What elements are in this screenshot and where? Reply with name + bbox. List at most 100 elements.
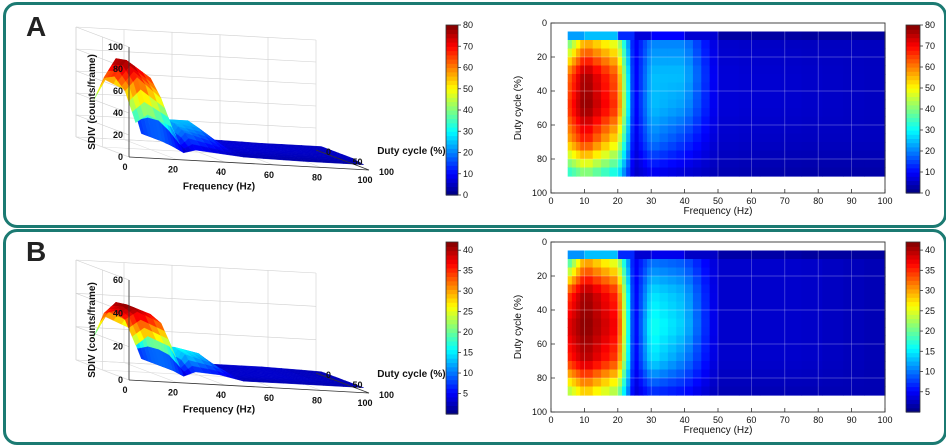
heatmap-cell <box>759 293 782 303</box>
heatmap-cell <box>592 344 602 354</box>
heatmap-plot: 0 10 20 30 40 50 60 70 80 90 100020406080100Freque… <box>513 237 935 436</box>
heatmap-cell <box>676 386 686 396</box>
colorbar-tick-label: 35 <box>925 265 935 275</box>
heatmap-cell <box>709 99 719 109</box>
heatmap-cell <box>709 74 719 84</box>
colorbar-segment <box>906 96 920 102</box>
heatmap-cell <box>651 31 686 40</box>
heatmap-cell <box>642 318 648 328</box>
heatmap-cell <box>701 108 711 118</box>
heatmap-cell <box>676 293 686 303</box>
heatmap-cell <box>647 267 652 277</box>
heatmap-cell <box>634 327 640 337</box>
x-tick-label: 0 <box>548 415 553 425</box>
heatmap-cell <box>718 361 740 371</box>
heatmap-cell <box>626 267 631 277</box>
colorbar-segment <box>446 366 458 372</box>
colorbar-segment <box>446 263 458 269</box>
surface-patch <box>131 108 140 124</box>
heatmap-cell <box>647 335 652 345</box>
x-tick-label: 0 <box>548 196 553 206</box>
heatmap-cell <box>738 310 761 320</box>
heatmap-cell <box>567 116 573 126</box>
heatmap-cell <box>667 301 677 311</box>
heatmap-cell <box>801 276 823 286</box>
heatmap-cell <box>651 267 661 277</box>
heatmap-cell <box>659 48 669 58</box>
heatmap-cell <box>576 40 581 50</box>
heatmap-cell <box>718 386 740 396</box>
heatmap-cell <box>692 142 702 152</box>
heatmap-cell <box>738 159 761 169</box>
heatmap-cell <box>601 108 611 118</box>
heatmap-cell <box>630 369 636 379</box>
heatmap-cell <box>676 116 686 126</box>
heatmap-cell <box>667 133 677 143</box>
heatmap-cell <box>576 276 581 286</box>
heatmap-cell <box>759 276 782 286</box>
heatmap-cell <box>759 116 782 126</box>
heatmap-cell <box>576 116 581 126</box>
heatmap-cell <box>864 74 886 84</box>
heatmap-cell <box>626 48 631 58</box>
heatmap-cell <box>651 99 661 109</box>
heatmap-cell <box>822 293 844 303</box>
heatmap-cell <box>759 65 782 75</box>
heatmap-cell <box>709 142 719 152</box>
heatmap-cell <box>676 159 686 169</box>
heatmap-cell <box>626 284 631 294</box>
colorbar-segment <box>446 144 458 149</box>
heatmap-cell <box>626 150 631 160</box>
heatmap-cell <box>843 40 865 50</box>
colorbar-segment <box>446 332 458 338</box>
heatmap-cell <box>601 378 611 388</box>
heatmap-cell <box>567 276 573 286</box>
colorbar-segment <box>906 125 920 131</box>
heatmap-cell <box>601 318 611 328</box>
heatmap-cell <box>580 65 585 75</box>
heatmap-cell <box>592 125 602 135</box>
heatmap-cell <box>567 327 573 337</box>
heatmap-cell <box>647 125 652 135</box>
y-tick-label: 100 <box>532 407 547 417</box>
heatmap-cell <box>576 48 581 58</box>
colorbar-tick-label: 50 <box>463 84 473 94</box>
heatmap-cell <box>676 310 686 320</box>
heatmap-cell <box>822 150 844 160</box>
heatmap-cell <box>822 284 844 294</box>
heatmap-cell <box>638 386 644 396</box>
heatmap-cell <box>843 344 865 354</box>
heatmap-cell <box>843 167 865 177</box>
heatmap-cell <box>576 386 581 396</box>
heatmap-cell <box>634 250 652 259</box>
heatmap-cell <box>584 99 594 109</box>
colorbar-segment <box>446 93 458 98</box>
colorbar-segment <box>906 267 920 273</box>
heatmap-cell <box>638 284 644 294</box>
colorbar-segment <box>906 250 920 256</box>
heatmap-cell <box>676 267 686 277</box>
colorbar-segment <box>446 54 458 60</box>
heatmap-cell <box>692 74 702 84</box>
heatmap-cell <box>692 284 702 294</box>
heatmap-cell <box>571 318 577 328</box>
heatmap-cell <box>864 150 886 160</box>
surface-plot-3d: 0 20 40 60 80 100 0 50 100 0 20 40 60 Frequency (Hz) D… <box>75 241 473 416</box>
colorbar-segment <box>906 242 920 247</box>
heatmap-cell <box>601 133 611 143</box>
heatmap-cell <box>630 133 636 143</box>
colorbar-segment <box>446 63 458 69</box>
heatmap-cell <box>676 142 686 152</box>
x-tick-label: 100 <box>877 415 892 425</box>
heatmap-cell <box>843 48 865 58</box>
heatmap-cell <box>580 108 585 118</box>
heatmap-cell <box>709 82 719 92</box>
colorbar-segment <box>446 285 458 290</box>
heatmap-cell <box>642 284 648 294</box>
heatmap-cell <box>709 378 719 388</box>
heatmap-cell <box>642 65 648 75</box>
heatmap-cell <box>584 142 594 152</box>
heatmap-cell <box>651 310 661 320</box>
heatmap-cell <box>584 293 594 303</box>
heatmap-cell <box>642 361 648 371</box>
